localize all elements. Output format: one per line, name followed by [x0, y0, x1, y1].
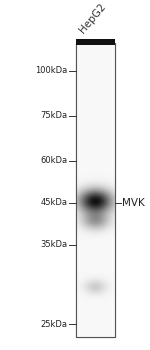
Text: 35kDa: 35kDa — [40, 240, 68, 250]
Text: MVK: MVK — [122, 198, 145, 208]
Text: 25kDa: 25kDa — [41, 320, 68, 329]
Text: 100kDa: 100kDa — [35, 66, 68, 75]
Bar — [76, 43, 115, 337]
Text: 45kDa: 45kDa — [41, 198, 68, 208]
Text: HepG2: HepG2 — [78, 1, 108, 35]
Text: 75kDa: 75kDa — [40, 111, 68, 120]
Bar — [76, 39, 115, 45]
Text: 60kDa: 60kDa — [40, 156, 68, 166]
Bar — [76, 43, 115, 337]
